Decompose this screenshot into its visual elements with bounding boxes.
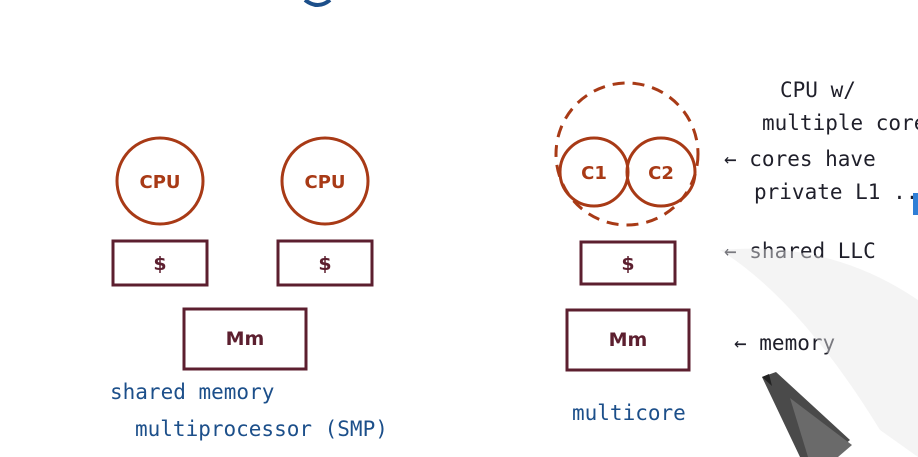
note-cores-line2: private L1 ...	[754, 180, 918, 204]
smp-cache-2	[276, 239, 374, 287]
smp-cpu-1-label: CPU	[139, 172, 180, 193]
pen-icon	[720, 248, 918, 457]
multicore-diagram: C1 C2 $ Mm multicore	[554, 81, 700, 425]
smp-diagram: CPU CPU $ $ Mm shared memory multiproces…	[110, 136, 388, 441]
title-fragment	[303, 0, 332, 7]
smp-caption-line2: multiprocessor (SMP)	[135, 417, 388, 441]
multicore-memory	[565, 308, 691, 372]
smp-memory	[182, 307, 308, 371]
multicore-cache-label: $	[621, 253, 634, 275]
note-cpu-line2: multiple core	[762, 111, 918, 135]
smp-cache-1-label: $	[153, 253, 166, 275]
core-c2	[625, 136, 697, 208]
accent-bar	[913, 193, 918, 215]
multicore-cache	[579, 240, 677, 286]
multicore-memory-label: Mm	[609, 329, 648, 351]
note-llc: ← shared LLC	[724, 239, 876, 263]
multicore-caption: multicore	[572, 401, 686, 425]
smp-cpu-2-label: CPU	[304, 172, 345, 193]
core-c1-label: C1	[581, 163, 607, 184]
note-memory: ← memory	[734, 331, 835, 355]
note-cores-line1: ← cores have	[724, 147, 876, 171]
smp-cpu-1	[115, 136, 205, 226]
smp-cpu-2	[280, 136, 370, 226]
note-cpu-line1: CPU w/	[780, 78, 856, 102]
smp-cache-1	[111, 239, 209, 287]
smp-caption-line1: shared memory	[110, 380, 274, 404]
smp-memory-label: Mm	[226, 328, 265, 350]
multicore-cpu-boundary	[554, 81, 700, 227]
core-c2-label: C2	[648, 163, 674, 184]
smp-cache-2-label: $	[318, 253, 331, 275]
annotations: CPU w/ multiple core ← cores have privat…	[724, 78, 918, 355]
